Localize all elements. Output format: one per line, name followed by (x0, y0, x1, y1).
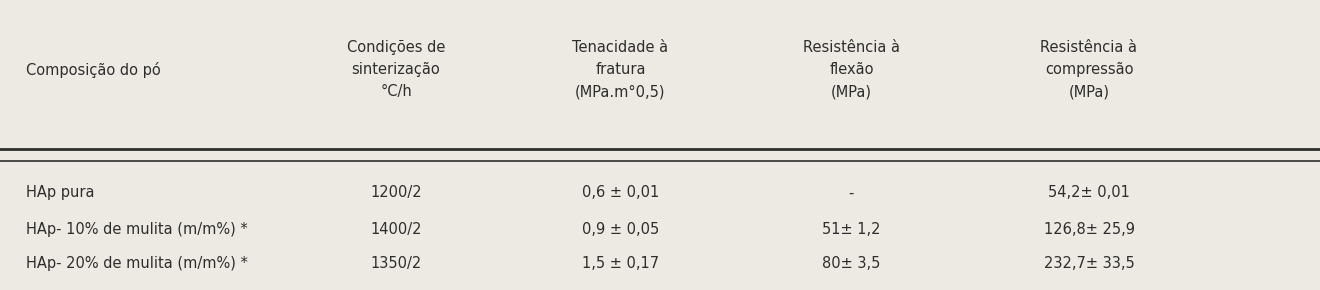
Text: 1400/2: 1400/2 (370, 222, 422, 237)
Text: 126,8± 25,9: 126,8± 25,9 (1044, 222, 1134, 237)
Text: 1350/2: 1350/2 (371, 256, 421, 271)
Text: Resistência à
flexão
(MPa): Resistência à flexão (MPa) (803, 40, 900, 99)
Text: 54,2± 0,01: 54,2± 0,01 (1048, 185, 1130, 200)
Text: 0,6 ± 0,01: 0,6 ± 0,01 (582, 185, 659, 200)
Text: 0,9 ± 0,05: 0,9 ± 0,05 (582, 222, 659, 237)
Text: 51± 1,2: 51± 1,2 (822, 222, 880, 237)
Text: HAp- 10% de mulita (m/m%) *: HAp- 10% de mulita (m/m%) * (26, 222, 248, 237)
Text: -: - (849, 185, 854, 200)
Text: Condições de
sinterização
°C/h: Condições de sinterização °C/h (347, 40, 445, 99)
Text: HAp pura: HAp pura (26, 185, 95, 200)
Text: 1200/2: 1200/2 (370, 185, 422, 200)
Text: Composição do pó: Composição do pó (26, 61, 161, 78)
Text: 80± 3,5: 80± 3,5 (822, 256, 880, 271)
Text: 232,7± 33,5: 232,7± 33,5 (1044, 256, 1134, 271)
Text: HAp- 20% de mulita (m/m%) *: HAp- 20% de mulita (m/m%) * (26, 256, 248, 271)
Text: Tenacidade à
fratura
(MPa.m°0,5): Tenacidade à fratura (MPa.m°0,5) (573, 40, 668, 99)
Text: Resistência à
compressão
(MPa): Resistência à compressão (MPa) (1040, 40, 1138, 99)
Text: 1,5 ± 0,17: 1,5 ± 0,17 (582, 256, 659, 271)
